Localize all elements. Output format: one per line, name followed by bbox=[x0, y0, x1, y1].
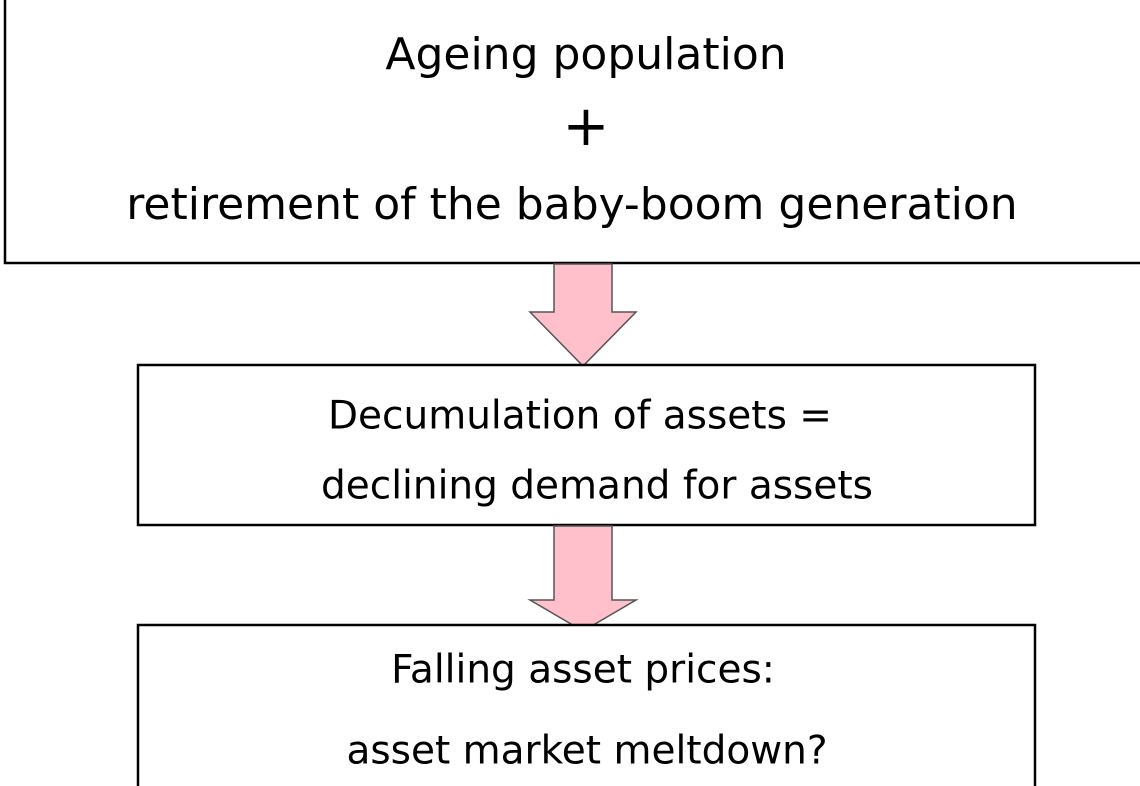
node-text: retirement of the baby-boom generation bbox=[126, 179, 1017, 230]
node-text: Ageing population bbox=[385, 29, 786, 80]
box bbox=[136, 623, 1037, 786]
node-text: Decumulation of assets = bbox=[328, 394, 832, 439]
node-text: asset market meltdown? bbox=[346, 729, 827, 774]
node-text: Falling asset prices: bbox=[391, 648, 775, 693]
box bbox=[3, 0, 1140, 265]
arrow bbox=[528, 263, 638, 368]
box bbox=[136, 363, 1037, 527]
node-text: + bbox=[563, 94, 610, 159]
node-text: declining demand for assets bbox=[321, 464, 873, 509]
arrow bbox=[527, 525, 639, 632]
